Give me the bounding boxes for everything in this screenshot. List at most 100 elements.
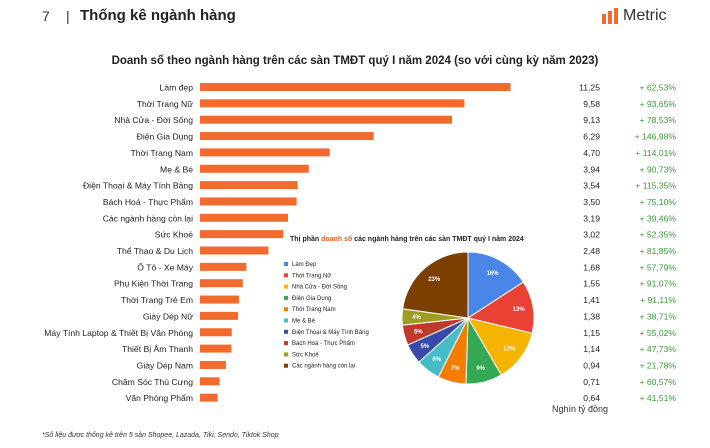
bar-value-label: 1,68 — [583, 262, 600, 272]
bar-value-label: 1,15 — [583, 328, 600, 338]
growth-label: + 21,78% — [639, 360, 676, 370]
pie-slice-label: 13% — [513, 307, 526, 313]
growth-label: + 60,57% — [639, 377, 676, 387]
bar-category-label: Điện Gia Dụng — [137, 132, 194, 142]
pie-slice — [467, 251, 525, 319]
growth-label: + 39,46% — [639, 213, 676, 223]
bar-category-label: Điện Thoại & Máy Tính Bảng — [83, 181, 193, 191]
bar-category-label: Ô Tô - Xe Máy — [137, 262, 193, 272]
growth-label: + 47,73% — [639, 344, 676, 354]
footnote: *Số liệu được thống kê trên 5 sàn Shopee… — [42, 432, 279, 439]
bar-value-label: 1,38 — [583, 311, 600, 321]
chart-title: Doanh số theo ngành hàng trên các sàn TM… — [111, 55, 599, 67]
growth-label: + 91,07% — [639, 279, 676, 289]
bar-category-label: Thời Trang Trẻ Em — [121, 295, 193, 305]
bar-category-label: Thiết Bị Âm Thanh — [122, 344, 193, 354]
brand-name: Metric — [623, 7, 667, 24]
legend-swatch — [284, 284, 288, 289]
bar — [200, 295, 239, 304]
pie-title-highlight: doanh số — [321, 236, 353, 243]
bar-value-label: 0,94 — [583, 360, 600, 370]
bar — [200, 246, 269, 255]
growth-label: + 55,02% — [639, 328, 676, 338]
pie-slice-label: 9% — [476, 366, 485, 372]
bar — [200, 197, 297, 206]
growth-label: + 75,10% — [639, 197, 676, 207]
bar-category-label: Mẹ & Bé — [160, 164, 193, 174]
growth-label: + 93,65% — [639, 99, 676, 109]
unit-label: Nghìn tỷ đồng — [552, 404, 609, 414]
bar-value-label: 0,64 — [583, 393, 600, 403]
bar-value-label: 9,58 — [583, 99, 600, 109]
bar-value-label: 2,48 — [583, 246, 600, 256]
bar — [200, 262, 247, 271]
bar-category-label: Thời Trang Nữ — [137, 99, 194, 109]
bar-value-label: 3,19 — [583, 213, 600, 223]
legend-label: Điện Thoại & Máy Tính Bảng — [292, 330, 369, 336]
bar-value-label: 11,25 — [579, 83, 600, 93]
legend-label: Bách Hoá - Thực Phẩm — [292, 340, 355, 347]
legend-swatch — [284, 307, 288, 312]
bar — [200, 230, 284, 239]
bar-category-label: Giày Dép Nữ — [143, 311, 193, 321]
brand-logo: Metric — [601, 5, 667, 27]
bar-category-label: Làm đẹp — [160, 83, 194, 93]
growth-label: + 81,85% — [639, 246, 676, 256]
growth-label: + 62,53% — [639, 83, 676, 93]
bar — [200, 328, 232, 337]
legend-label: Mẹ & Bé — [292, 319, 316, 325]
legend-swatch — [284, 262, 288, 266]
growth-label: + 90,73% — [639, 164, 676, 174]
bar — [200, 83, 511, 91]
legend-swatch — [284, 295, 288, 300]
pie-slice-label: 23% — [428, 277, 441, 283]
section-title: Thống kê ngành hàng — [80, 7, 236, 24]
legend-swatch — [284, 329, 288, 334]
pie-title-suffix: các ngành hàng trên các sàn TMĐT quý I n… — [352, 236, 524, 243]
bar-value-label: 4,70 — [583, 148, 600, 158]
legend-swatch — [284, 318, 288, 323]
growth-label: + 78,53% — [639, 115, 676, 125]
bar — [200, 279, 243, 288]
bar-value-label: 3,54 — [583, 181, 600, 191]
bar-category-label: Giày Dép Nam — [137, 360, 193, 370]
metric-logo-icon — [602, 8, 618, 24]
pie-slice-label: 5% — [414, 329, 423, 335]
bar-category-label: Thể Thao & Du Lịch — [117, 246, 193, 256]
bar — [200, 132, 374, 141]
growth-label: + 57,79% — [639, 262, 676, 272]
bar — [200, 311, 239, 320]
legend-swatch — [284, 341, 288, 346]
page-header: 7 | Thống kê ngành hàng Metric — [0, 0, 710, 34]
pie-slice-label: 7% — [451, 366, 460, 372]
pie-slice-label: 6% — [432, 357, 441, 363]
bar-value-label: 3,94 — [583, 164, 600, 174]
legend-label: Sức Khoẻ — [292, 352, 319, 358]
bar — [200, 377, 220, 386]
bar-category-label: Nhà Cửa - Đời Sống — [114, 115, 193, 125]
bar-category-label: Bách Hoá - Thực Phẩm — [103, 197, 193, 207]
bar — [200, 181, 298, 190]
growth-label: + 38,71% — [639, 311, 676, 321]
growth-label: + 91,11% — [640, 295, 676, 305]
legend-label: Thời Trang Nữ — [292, 273, 331, 279]
pie-title: Thị phần doanh số các ngành hàng trên cá… — [290, 236, 590, 243]
bar-value-label: 3,50 — [583, 197, 600, 207]
legend-label: Thời Trang Nam — [292, 307, 336, 313]
pie-slice-label: 4% — [412, 315, 421, 321]
bar-value-label: 9,13 — [583, 115, 600, 125]
pie-slice-label: 16% — [487, 271, 500, 277]
bar — [200, 213, 289, 222]
legend-swatch — [284, 352, 288, 357]
bar — [200, 393, 218, 402]
bar-value-label: 1,55 — [583, 279, 600, 289]
bar — [200, 344, 232, 353]
bar — [200, 360, 226, 369]
pie-slice-label: 5% — [420, 344, 429, 350]
bar — [200, 164, 309, 173]
bar-category-label: Máy Tính Laptop & Thiết Bị Văn Phòng — [44, 328, 193, 338]
bar-value-label: 1,14 — [583, 344, 600, 354]
page-number: 7 — [42, 8, 50, 24]
growth-label: + 114,01% — [635, 148, 676, 158]
